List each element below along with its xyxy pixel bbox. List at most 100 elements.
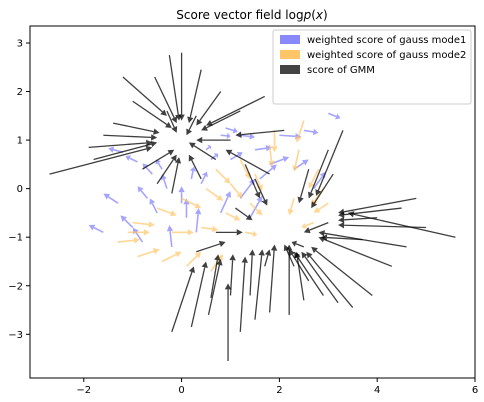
arrow-gmm xyxy=(283,244,295,267)
y-tick-label: −1 xyxy=(8,233,23,244)
plot-frame xyxy=(29,25,476,379)
arrow-mode1 xyxy=(220,132,231,140)
legend-label-gmm: score of GMM xyxy=(307,65,375,76)
arrow-mode1 xyxy=(149,198,158,214)
arrow-mode2 xyxy=(229,183,243,199)
arrow-mode2 xyxy=(254,173,263,192)
arrow-gmm xyxy=(311,173,334,209)
arrow-mode1 xyxy=(103,193,119,204)
arrow-mode2 xyxy=(313,202,329,213)
arrow-mode2 xyxy=(117,237,141,244)
legend-box xyxy=(272,29,472,105)
legend: weighted score of gauss mode1 weighted s… xyxy=(272,29,472,105)
arrow-mode2 xyxy=(127,229,150,236)
arrow-mode2 xyxy=(185,251,202,267)
arrow-gmm xyxy=(294,251,324,296)
arrow-gmm xyxy=(171,157,182,194)
y-tick-label: 1 xyxy=(17,136,23,147)
arrow-gmm xyxy=(301,251,339,304)
arrow-mode2 xyxy=(161,251,182,263)
arrow-gmm xyxy=(239,256,248,332)
x-axis-ticks: −2 0 2 4 6 xyxy=(76,378,478,396)
arrow-mode1 xyxy=(240,133,255,140)
arrow-gmm xyxy=(154,76,178,124)
arrow-gmm xyxy=(166,110,178,133)
arrow-mode1 xyxy=(205,144,212,151)
arrow-gmm xyxy=(201,110,241,131)
arrow-gmm xyxy=(248,249,256,296)
x-tick-label: 4 xyxy=(374,385,380,396)
arrow-gmm xyxy=(289,249,310,282)
arrow-mode2 xyxy=(292,149,300,172)
arrow-gmm xyxy=(187,69,202,124)
arrow-mode1 xyxy=(137,186,148,199)
arrow-gmm xyxy=(294,251,305,301)
arrow-mode2 xyxy=(215,168,231,184)
arrow-gmm xyxy=(338,207,402,218)
legend-swatch-mode1 xyxy=(280,35,300,44)
arrow-gmm xyxy=(268,244,278,313)
arrow-gmm xyxy=(171,266,195,333)
arrow-mode2 xyxy=(268,144,275,167)
arrow-gmm xyxy=(93,140,158,161)
arrow-gmm xyxy=(210,254,221,298)
arrow-gmm xyxy=(190,261,208,328)
arrow-gmm xyxy=(49,145,153,175)
arrow-gmm xyxy=(264,249,272,267)
y-tick-label: −3 xyxy=(8,330,23,341)
arrow-mode2 xyxy=(201,225,219,233)
arrow-mode2 xyxy=(181,197,202,209)
arrow-mode2 xyxy=(210,254,224,272)
arrow-mode2 xyxy=(301,221,314,229)
arrow-mode1 xyxy=(254,145,273,152)
arrow-mode2 xyxy=(156,207,177,217)
legend-label-mode2: weighted score of gauss mode2 xyxy=(307,50,466,61)
arrow-gmm xyxy=(224,283,232,362)
arrow-mode2 xyxy=(225,212,241,221)
arrow-gmm xyxy=(196,240,226,253)
arrow-gmm xyxy=(297,169,310,204)
arrow-gmm xyxy=(285,244,293,315)
arrow-gmm xyxy=(188,142,217,161)
arrow-gmm xyxy=(215,229,243,236)
arrow-gmm xyxy=(156,154,177,185)
arrow-gmm xyxy=(235,129,285,138)
chart-title: Score vector field logp(x) xyxy=(176,8,327,22)
arrow-mode1 xyxy=(303,128,319,136)
arrow-mode2 xyxy=(132,221,155,228)
arrow-gmm xyxy=(318,230,407,248)
arrow-gmm xyxy=(122,76,167,116)
x-tick-label: 0 xyxy=(178,385,184,396)
arrow-mode2 xyxy=(271,130,278,153)
arrow-mode1 xyxy=(189,166,197,180)
arrow-mode1 xyxy=(225,127,238,134)
arrow-gmm xyxy=(196,136,231,144)
arrow-gmm xyxy=(186,115,197,136)
arrow-mode1 xyxy=(178,186,185,204)
arrow-gmm xyxy=(244,164,261,199)
arrow-mode1 xyxy=(259,164,277,180)
arrow-mode2 xyxy=(205,187,224,201)
arrow-mode1 xyxy=(88,224,104,234)
arrow-mode2 xyxy=(249,202,263,216)
arrow-gmm xyxy=(311,246,373,296)
arrow-gmm xyxy=(303,222,329,234)
arrow-gmm xyxy=(254,249,265,320)
legend-swatch-gmm xyxy=(280,65,300,74)
x-tick-label: 6 xyxy=(472,385,478,396)
arrow-gmm xyxy=(178,52,185,121)
arrow-gmm xyxy=(315,130,344,196)
x-tick-label: −2 xyxy=(76,385,91,396)
arrow-gmm xyxy=(225,149,270,175)
arrow-gmm xyxy=(306,251,354,309)
arrow-gmm xyxy=(112,122,160,135)
arrow-mode2 xyxy=(137,248,160,258)
arrow-mode1 xyxy=(249,195,263,219)
arrow-mode1 xyxy=(166,225,174,247)
arrow-mode1 xyxy=(328,112,341,120)
arrow-mode2 xyxy=(295,120,305,143)
arrow-mode2 xyxy=(287,198,295,216)
arrow-gmm xyxy=(235,207,253,221)
y-axis-ticks: −3 −2 −1 0 1 2 3 xyxy=(8,38,30,341)
